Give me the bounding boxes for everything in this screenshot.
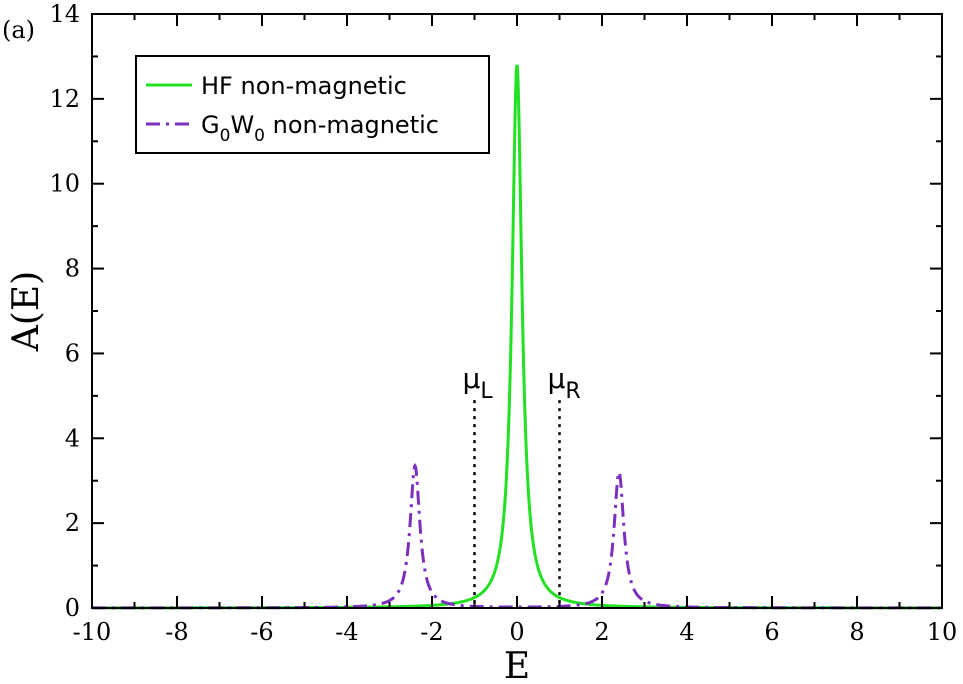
legend-entry-1: G0W0 non-magnetic [201, 111, 439, 146]
y-tick-label: 0 [65, 594, 80, 622]
annotation-symbol: μ [548, 362, 566, 395]
x-tick-label: 2 [594, 618, 609, 646]
y-tick-label: 2 [65, 509, 80, 537]
y-tick-label: 10 [49, 170, 80, 198]
annotation-symbol: μ [463, 362, 481, 395]
x-axis: -10 -8 -6 -4 -2 0 2 4 6 8 10 [73, 14, 958, 646]
x-tick-label: -8 [165, 618, 188, 646]
legend-entry-subscript: 0 [220, 126, 231, 146]
panel-label: (a) [2, 16, 35, 44]
legend-entry-text: non-magnetic [265, 111, 439, 139]
legend-entry-text: G [201, 111, 220, 139]
legend-entry-text: W [230, 111, 254, 139]
x-tick-label: 0 [509, 618, 524, 646]
x-tick-label: -4 [335, 618, 358, 646]
annotations-layer: μL μR [463, 362, 581, 608]
y-axis: 0 2 4 6 8 10 12 14 [49, 0, 942, 622]
y-tick-label: 6 [65, 339, 80, 367]
y-tick-label: 4 [65, 424, 80, 452]
x-axis-title: E [504, 646, 530, 684]
x-tick-label: -10 [73, 618, 112, 646]
legend-entry-0: HF non-magnetic [201, 72, 407, 100]
annotation-subscript: R [565, 379, 580, 404]
legend-box [135, 55, 490, 154]
x-tick-label: 4 [679, 618, 694, 646]
legend-entry-subscript: 0 [254, 126, 265, 146]
annotation-label-0: μL [463, 362, 494, 404]
annotation-label-1: μR [548, 362, 581, 404]
x-tick-label: 6 [764, 618, 779, 646]
y-tick-label: 14 [49, 0, 80, 28]
y-tick-label: 8 [65, 255, 80, 283]
series-line-1 [92, 462, 942, 610]
y-tick-label: 12 [49, 85, 80, 113]
x-tick-label: -6 [250, 618, 273, 646]
x-tick-label: 8 [849, 618, 864, 646]
y-axis-title: A(E) [6, 271, 47, 352]
x-tick-label: -2 [420, 618, 443, 646]
annotation-subscript: L [480, 379, 493, 404]
x-tick-label: 10 [927, 618, 958, 646]
legend-entry-text: HF non-magnetic [201, 72, 407, 100]
